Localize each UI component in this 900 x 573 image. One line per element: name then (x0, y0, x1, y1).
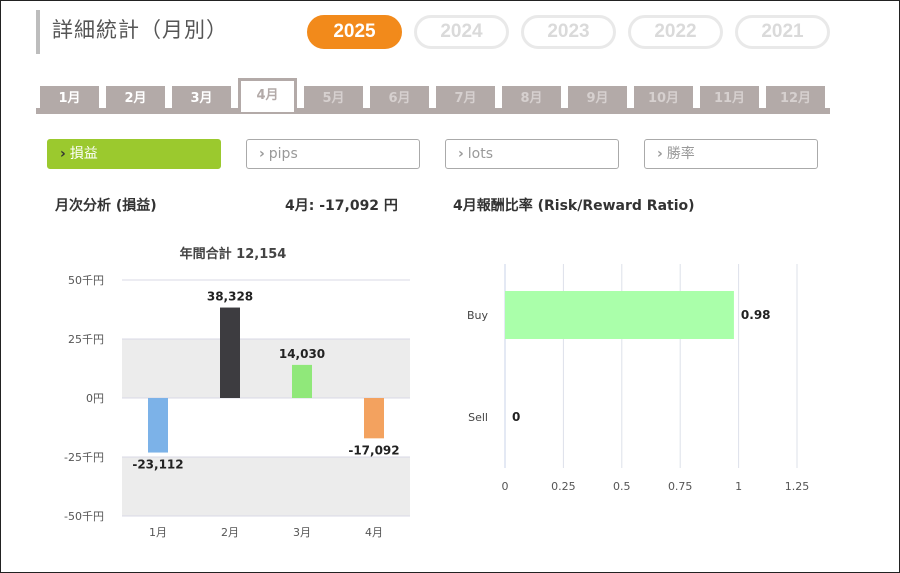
y-tick-label: 25千円 (68, 333, 104, 346)
data-label: 0.98 (741, 308, 771, 322)
bar-2月 (220, 308, 240, 398)
month-tab-11[interactable]: 11月 (700, 86, 759, 112)
month-total-value: 4月: -17,092 円 (285, 195, 398, 215)
y-tick-label: Sell (468, 411, 488, 424)
y-tick-label: -50千円 (64, 510, 104, 523)
data-label: -23,112 (132, 458, 183, 472)
month-tab-8[interactable]: 8月 (502, 86, 561, 112)
metric-label: 勝率 (667, 146, 695, 162)
month-tab-5[interactable]: 5月 (304, 86, 363, 112)
x-tick-label: 0 (502, 480, 509, 493)
year-button-2023[interactable]: 2023 (521, 15, 616, 49)
year-selector: 2025 2024 2023 2022 2021 (307, 15, 830, 49)
month-tab-3[interactable]: 3月 (172, 86, 231, 112)
chevron-right-icon: › (458, 146, 464, 162)
y-tick-label: 0円 (86, 392, 104, 405)
month-tab-2[interactable]: 2月 (106, 86, 165, 112)
x-tick-label: 0.25 (551, 480, 576, 493)
month-tab-4[interactable]: 4月 (238, 78, 297, 112)
chevron-right-icon: › (259, 146, 265, 162)
bar-4月 (364, 398, 384, 438)
x-tick-label: 2月 (221, 526, 239, 539)
risk-reward-label: 4月報酬比率 (Risk/Reward Ratio) (453, 195, 695, 215)
metric-label: 損益 (70, 146, 98, 162)
x-tick-label: 4月 (365, 526, 383, 539)
risk-reward-chart: 0 0.25 0.5 0.75 1 1.25 Buy 0.98 Sell 0 (450, 250, 850, 510)
year-button-2024[interactable]: 2024 (414, 15, 509, 49)
x-tick-label: 0.75 (668, 480, 693, 493)
y-tick-label: Buy (467, 309, 489, 322)
data-label: -17,092 (348, 443, 399, 457)
bar-1月 (148, 398, 168, 453)
month-tab-10[interactable]: 10月 (634, 86, 693, 112)
chevron-right-icon: › (657, 146, 663, 162)
data-label: 14,030 (279, 347, 325, 361)
page-title: 詳細統計（月別） (52, 10, 228, 50)
title-block: 詳細統計（月別） (36, 10, 228, 54)
month-tab-12[interactable]: 12月 (766, 86, 825, 112)
x-tick-label: 1 (735, 480, 742, 493)
x-tick-label: 1月 (149, 526, 167, 539)
metric-label: lots (468, 146, 493, 162)
metric-button-3[interactable]: › lots (445, 139, 619, 169)
bar-Buy (505, 291, 734, 339)
metric-button-1[interactable]: › 損益 (47, 139, 221, 169)
year-button-2025[interactable]: 2025 (307, 15, 402, 49)
x-tick-label: 1.25 (785, 480, 810, 493)
data-label: 0 (512, 410, 520, 424)
y-tick-label: -25千円 (64, 451, 104, 464)
month-tab-1[interactable]: 1月 (40, 86, 99, 112)
grid-band (122, 339, 410, 398)
month-tab-6[interactable]: 6月 (370, 86, 429, 112)
bar-3月 (292, 365, 312, 398)
x-tick-label: 0.5 (613, 480, 631, 493)
monthly-pnl-chart: 50千円 25千円 0円 -25千円 -50千円 -23,112 1月 38,328 2月 14,… (40, 250, 460, 570)
metric-button-4[interactable]: › 勝率 (644, 139, 818, 169)
month-tab-7[interactable]: 7月 (436, 86, 495, 112)
chevron-right-icon: › (60, 146, 66, 162)
year-button-2022[interactable]: 2022 (628, 15, 723, 49)
month-tab-9[interactable]: 9月 (568, 86, 627, 112)
x-tick-label: 3月 (293, 526, 311, 539)
y-tick-label: 50千円 (68, 274, 104, 287)
metric-label: pips (269, 146, 298, 162)
data-label: 38,328 (207, 290, 253, 304)
monthly-analysis-label: 月次分析 (損益) (55, 195, 157, 215)
month-tabs: 1月 2月 3月 4月 5月 6月 7月 8月 9月 10月 11月 12月 (40, 86, 825, 112)
year-button-2021[interactable]: 2021 (735, 15, 830, 49)
metric-button-2[interactable]: › pips (246, 139, 420, 169)
metric-selector: › 損益 › pips › lots › 勝率 (47, 139, 818, 169)
